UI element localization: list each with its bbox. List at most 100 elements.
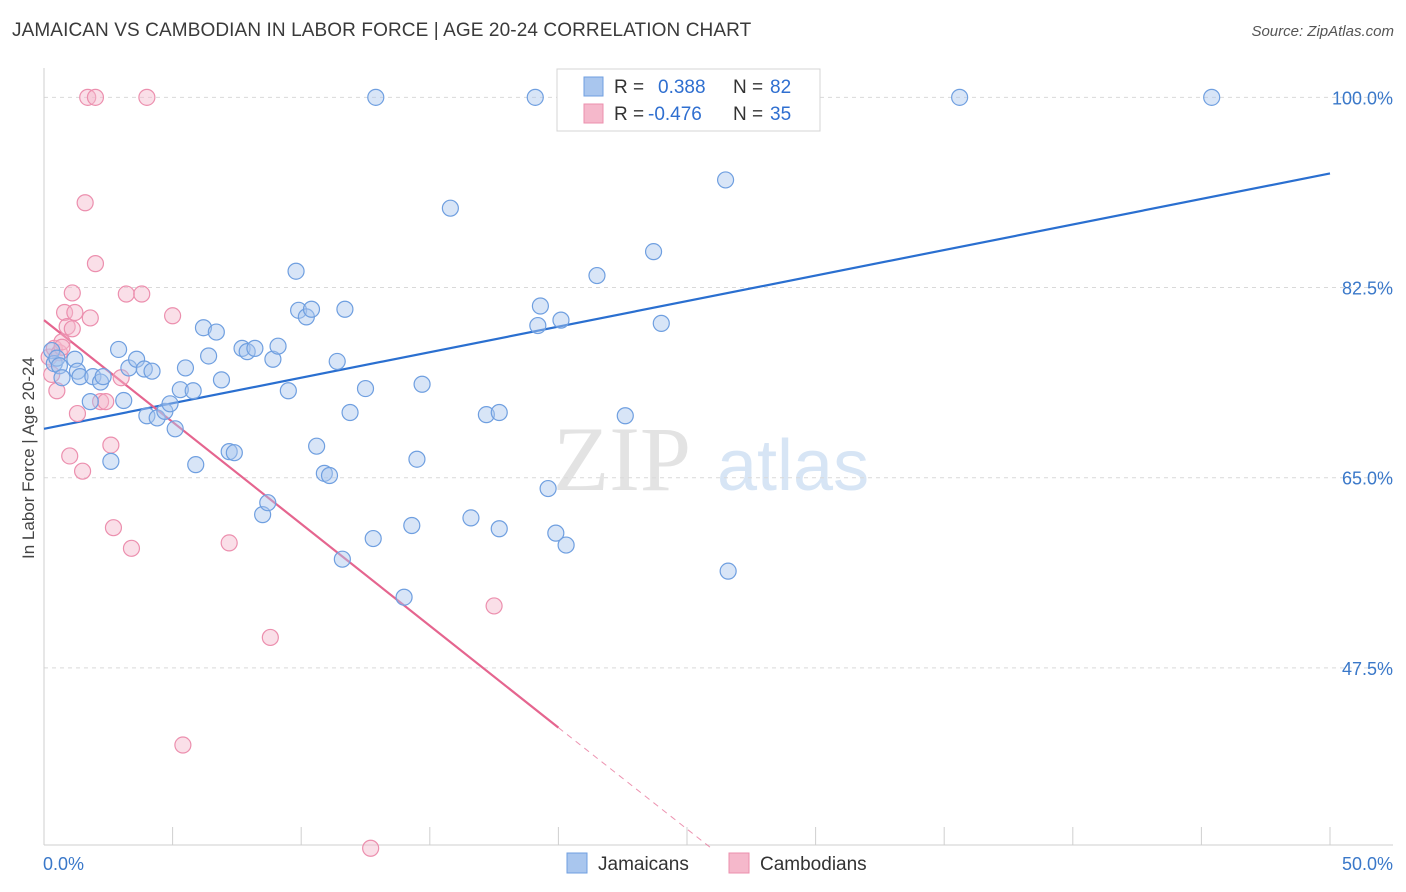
jamaicans-point-74 — [644, 243, 663, 261]
x-tick-label-max: 50.0% — [1342, 854, 1393, 874]
jamaicans-point-63 — [490, 403, 508, 422]
jamaicans-point-26 — [184, 382, 202, 400]
jamaicans-point-49 — [328, 352, 346, 371]
legend-n-label-2: N = — [733, 104, 763, 125]
cambodians-point-34 — [485, 597, 503, 615]
cambodians-point-29 — [164, 307, 182, 325]
jamaicans-point-70 — [552, 311, 570, 329]
jamaicans-point-61 — [462, 509, 480, 527]
jamaicans-point-75 — [652, 314, 670, 332]
jamaicans-point-13 — [109, 340, 128, 359]
jamaicans-point-59 — [413, 375, 431, 393]
series-legend: Jamaicans Cambodians — [566, 852, 867, 875]
jamaicans-point-71 — [557, 536, 575, 554]
watermark-atlas: atlas — [717, 426, 869, 506]
legend-r-value-1: 0.388 — [658, 77, 706, 98]
jamaicans-point-52 — [341, 403, 359, 422]
jamaicans-point-76 — [716, 171, 735, 189]
cambodians-point-11 — [63, 284, 81, 302]
jamaicans-point-62 — [477, 406, 495, 424]
cambodians-points — [40, 88, 503, 857]
jamaicans-point-4 — [53, 369, 71, 387]
jamaicans-point-77 — [719, 562, 737, 580]
jamaicans-point-81 — [1203, 88, 1221, 106]
jamaicans-point-46 — [308, 437, 326, 455]
jamaicans-point-65 — [526, 88, 544, 106]
cambodians-point-27 — [133, 285, 151, 303]
y-tick-label-3: 47.5% — [1342, 659, 1393, 679]
bottom-legend-swatch-jamaicans — [566, 852, 588, 874]
cambodians-point-21 — [97, 393, 115, 411]
legend-n-value-2: 35 — [770, 104, 791, 125]
cambodians-point-3 — [48, 382, 66, 400]
jamaicans-trend-line — [43, 172, 1331, 430]
cambodians-point-17 — [81, 309, 99, 327]
jamaicans-point-58 — [408, 450, 426, 468]
bottom-legend-swatch-cambodians — [728, 852, 750, 874]
legend-r-label-1: R = — [614, 77, 644, 98]
watermark: ZIP atlas — [553, 408, 869, 510]
jamaicans-point-45 — [302, 300, 321, 318]
jamaicans-point-27 — [187, 456, 205, 474]
legend-n-label-1: N = — [733, 77, 763, 98]
jamaicans-point-12 — [102, 452, 120, 470]
cambodians-point-18 — [86, 88, 105, 106]
jamaicans-point-73 — [616, 407, 634, 425]
y-tick-label-0: 100.0% — [1332, 88, 1393, 108]
jamaicans-point-69 — [547, 524, 565, 542]
bottom-legend-label-cambodians: Cambodians — [760, 854, 867, 875]
cambodians-point-33 — [362, 839, 380, 857]
jamaicans-point-19 — [143, 362, 161, 380]
jamaicans-point-29 — [200, 347, 218, 365]
jamaicans-point-40 — [269, 337, 287, 355]
jamaicans-point-51 — [336, 300, 354, 318]
legend-n-value-1: 82 — [770, 77, 791, 98]
jamaicans-point-42 — [287, 262, 305, 280]
y-tick-label-2: 65.0% — [1342, 469, 1393, 489]
legend-swatch-jamaicans — [583, 76, 604, 97]
jamaicans-point-48 — [320, 466, 339, 485]
jamaicans-point-31 — [212, 371, 231, 389]
cambodians-trend-line-extension — [558, 727, 714, 850]
jamaicans-point-14 — [115, 391, 133, 410]
jamaicans-point-53 — [356, 379, 375, 398]
jamaicans-point-24 — [171, 381, 189, 399]
jamaicans-point-67 — [531, 297, 549, 315]
jamaicans-point-36 — [246, 339, 264, 357]
jamaicans-point-55 — [367, 88, 385, 106]
y-tick-labels: 100.0% 82.5% 65.0% 47.5% — [1332, 88, 1393, 679]
jamaicans-point-32 — [220, 443, 238, 461]
jamaicans-point-68 — [539, 479, 557, 498]
cambodians-point-23 — [104, 519, 123, 537]
cambodians-point-28 — [138, 88, 156, 106]
jamaicans-point-11 — [94, 368, 112, 386]
watermark-zip: ZIP — [553, 408, 691, 510]
chart-title: JAMAICAN VS CAMBODIAN IN LABOR FORCE | A… — [12, 20, 752, 41]
cambodians-point-9 — [61, 447, 79, 465]
cambodians-point-25 — [117, 285, 135, 303]
cambodians-point-10 — [63, 320, 81, 338]
cambodians-point-14 — [73, 462, 92, 480]
cambodians-point-22 — [102, 436, 120, 454]
source-attribution: Source: ZipAtlas.com — [1251, 23, 1394, 40]
jamaicans-point-30 — [207, 323, 225, 341]
jamaicans-point-64 — [490, 520, 508, 538]
jamaicans-point-7 — [71, 368, 89, 386]
cambodians-trend-line — [43, 319, 560, 729]
x-tick-label-min: 0.0% — [43, 854, 84, 874]
jamaicans-point-22 — [161, 395, 179, 413]
jamaicans-point-57 — [403, 516, 421, 535]
cambodians-point-13 — [68, 404, 87, 423]
legend-r-value-2: -0.476 — [648, 104, 702, 125]
jamaicans-point-66 — [529, 316, 547, 335]
bottom-legend-label-jamaicans: Jamaicans — [598, 854, 689, 875]
jamaicans-point-18 — [138, 407, 156, 425]
y-axis-label: In Labor Force | Age 20-24 — [19, 357, 38, 559]
cambodians-point-12 — [66, 303, 84, 322]
cambodians-point-26 — [122, 539, 141, 557]
trend-lines — [43, 172, 1331, 850]
legend-swatch-cambodians — [583, 103, 604, 124]
cambodians-point-15 — [76, 194, 94, 212]
jamaicans-point-38 — [259, 494, 277, 512]
cambodians-point-31 — [220, 534, 238, 552]
